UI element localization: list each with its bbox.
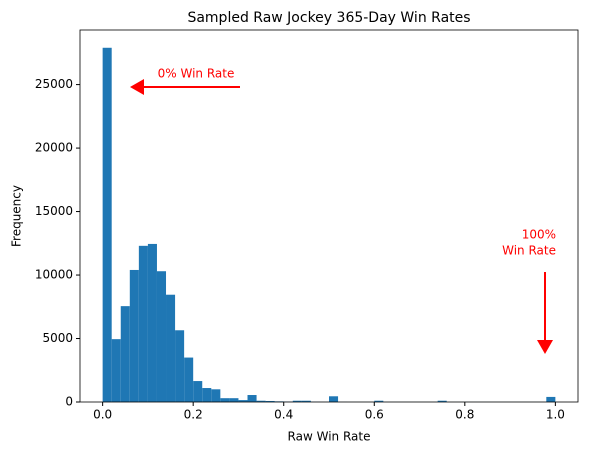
bar — [130, 270, 139, 402]
y-tick-label: 25000 — [35, 77, 73, 91]
y-tick-label: 0 — [65, 395, 73, 409]
bar — [121, 306, 130, 402]
bar — [220, 398, 229, 402]
annotation-text: 100% — [522, 228, 556, 242]
x-axis-label: Raw Win Rate — [288, 430, 371, 444]
bar — [193, 381, 202, 402]
x-tick-label: 0.0 — [93, 408, 112, 422]
y-tick-label: 20000 — [35, 141, 73, 155]
annotation-text: 0% Win Rate — [158, 67, 235, 81]
y-tick-label: 5000 — [42, 331, 73, 345]
bar — [148, 244, 157, 402]
x-tick-label: 0.8 — [455, 408, 474, 422]
x-tick-label: 0.6 — [365, 408, 384, 422]
annotation-text: Win Rate — [502, 244, 556, 258]
y-tick-label: 15000 — [35, 204, 73, 218]
y-tick-label: 10000 — [35, 268, 73, 282]
bar — [184, 358, 193, 402]
bar — [211, 389, 220, 402]
bar — [546, 397, 555, 402]
bar — [139, 246, 148, 402]
y-axis-label: Frequency — [10, 185, 24, 247]
bar — [229, 398, 238, 402]
x-tick-label: 0.4 — [274, 408, 293, 422]
bar — [329, 396, 338, 402]
bar — [166, 295, 175, 402]
bar — [112, 339, 121, 402]
bar — [202, 388, 211, 402]
bar — [157, 271, 166, 402]
bar — [103, 48, 112, 402]
x-tick-label: 1.0 — [546, 408, 565, 422]
bar — [248, 395, 257, 402]
bar — [175, 330, 184, 402]
x-tick-label: 0.2 — [184, 408, 203, 422]
chart-title: Sampled Raw Jockey 365-Day Win Rates — [187, 10, 470, 26]
